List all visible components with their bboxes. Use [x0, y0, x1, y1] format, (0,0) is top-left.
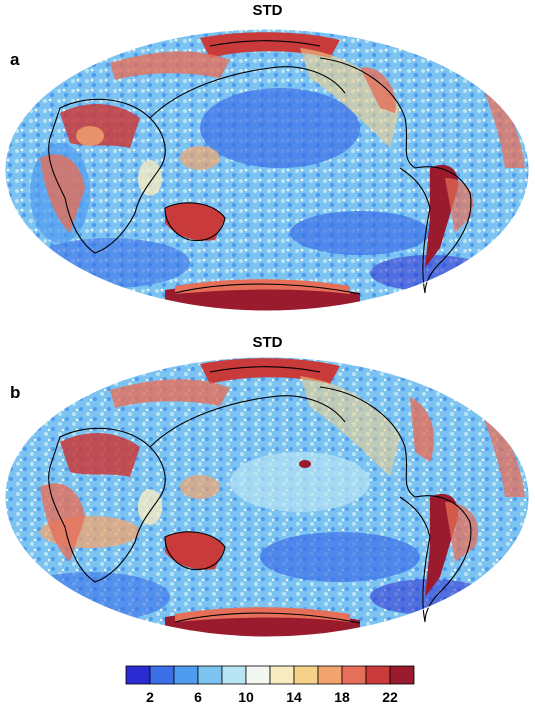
colorbar-tick-label: 2	[146, 689, 154, 705]
colorbar-tick-label: 14	[286, 689, 302, 705]
panel-a-label: a	[10, 50, 20, 69]
panel-a-map	[4, 28, 530, 312]
colorbar-segment	[221, 665, 247, 685]
colorbar-segment	[173, 665, 199, 685]
panel-a-title: STD	[252, 2, 283, 19]
colorbar	[125, 665, 415, 685]
panel-b-label: b	[10, 383, 21, 402]
colorbar-segment	[125, 665, 151, 685]
colorbar-segment	[149, 665, 175, 685]
colorbar-segment	[389, 665, 415, 685]
colorbar-segment	[197, 665, 223, 685]
colorbar-tick-label: 18	[334, 689, 350, 705]
colorbar-segment	[245, 665, 271, 685]
colorbar-segment	[341, 665, 367, 685]
panel-b-title: STD	[252, 334, 283, 351]
colorbar-segment	[365, 665, 391, 685]
colorbar-segment	[269, 665, 295, 685]
colorbar-segment	[293, 665, 319, 685]
colorbar-tick-label: 6	[194, 689, 202, 705]
panel-b-map	[4, 356, 530, 638]
colorbar-segment	[317, 665, 343, 685]
colorbar-tick-label: 10	[238, 689, 254, 705]
colorbar-tick-label: 22	[382, 689, 398, 705]
